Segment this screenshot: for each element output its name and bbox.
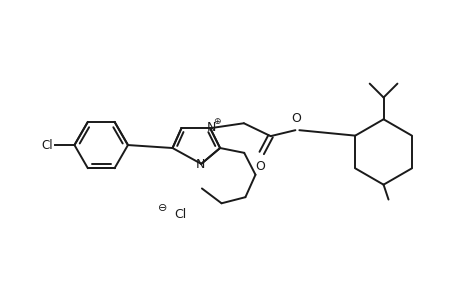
Text: ⊖: ⊖	[158, 203, 167, 214]
Text: N: N	[195, 158, 205, 171]
Text: Cl: Cl	[174, 208, 186, 221]
Text: N: N	[206, 121, 215, 134]
Text: Cl: Cl	[41, 139, 52, 152]
Text: O: O	[254, 160, 264, 173]
Text: ⊕: ⊕	[213, 117, 220, 126]
Text: O: O	[291, 112, 301, 125]
